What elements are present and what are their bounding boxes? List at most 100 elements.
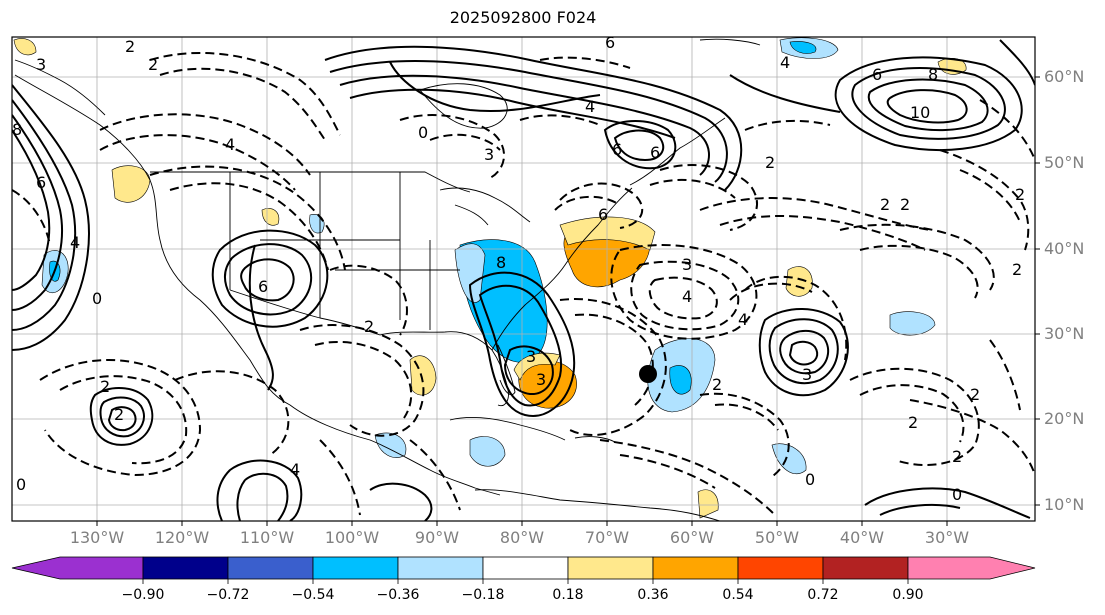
contour-label: 2: [1012, 260, 1022, 279]
contour-label: 8: [928, 65, 938, 84]
contour-label: 2: [970, 385, 980, 404]
contour-label: 2: [1015, 185, 1025, 204]
contour-label: 3: [802, 365, 812, 384]
contour-label: 0: [92, 289, 102, 308]
storm-center-marker: [639, 365, 657, 383]
colorbar-tick-label: −0.18: [461, 587, 505, 603]
contour-label: 4: [780, 53, 790, 72]
contour-label: 6: [258, 277, 268, 296]
lon-label: 30°W: [924, 528, 970, 547]
alaska: [14, 59, 106, 116]
colorbar-segment: [652, 556, 739, 580]
contour-label: 8: [12, 120, 22, 139]
east-coast: [491, 187, 633, 351]
contour-label: 3: [484, 145, 494, 164]
contour-label: 4: [70, 233, 80, 252]
contour-label: 2: [900, 195, 910, 214]
cuba: [449, 417, 566, 441]
greenland: [699, 38, 761, 46]
solid-contours: [12, 39, 1035, 521]
lon-label: 120°W: [154, 528, 210, 547]
colorbar-tick-label: 0.72: [807, 587, 839, 603]
lat-label: 50°N: [1044, 153, 1085, 172]
lon-label: 80°W: [499, 528, 545, 547]
lon-label: 100°W: [324, 528, 380, 547]
lon-label: 130°W: [69, 528, 125, 547]
contour-label: 2: [125, 37, 135, 56]
contour-label: 3: [36, 55, 46, 74]
lat-label: 40°N: [1044, 239, 1085, 258]
colorbar-tick-label: 0.18: [552, 587, 584, 603]
colorbar-segment: [142, 556, 229, 580]
lon-label: 50°W: [754, 528, 800, 547]
colorbar-segment: [567, 556, 654, 580]
florida: [497, 344, 516, 396]
canada-coast: [629, 117, 726, 186]
colorbar-segment: [907, 556, 1036, 580]
colorbar-tick-label: −0.36: [376, 587, 420, 603]
colorbar-segment: [227, 556, 314, 580]
contour-label: 8: [496, 253, 506, 272]
colorbar: [11, 556, 1036, 584]
colorbar-tick-label: −0.72: [206, 587, 250, 603]
colorbar-segment: [737, 556, 824, 580]
colorbar-tick-label: 0.36: [637, 587, 669, 603]
lat-label: 10°N: [1044, 495, 1085, 514]
axis-ticks: [96, 76, 1040, 526]
positive-anomaly-mid-atlantic: [785, 266, 813, 297]
negative-anomaly-caribbean: [374, 432, 407, 458]
lon-label: 40°W: [839, 528, 885, 547]
map-frame: [11, 36, 1036, 522]
colorbar-tick-label: −0.90: [121, 587, 165, 603]
coastlines: [14, 38, 761, 521]
contour-label: 4: [585, 97, 595, 116]
contour-label: 2: [148, 55, 158, 74]
north-america-coast: [14, 74, 501, 496]
contour-label: 4: [290, 460, 300, 479]
graticule: [12, 37, 1035, 521]
dashed-contours: [12, 51, 1035, 516]
south-america-coast: [474, 489, 721, 521]
contour-label: 2: [364, 317, 374, 336]
contour-label: 4: [682, 287, 692, 306]
contour-label: 2: [880, 195, 890, 214]
contour-label: 3: [536, 370, 546, 389]
negative-anomaly-sa: [771, 443, 807, 475]
lat-label: 60°N: [1044, 67, 1085, 86]
contour-label: 10: [910, 103, 930, 122]
contour-label: 6: [605, 33, 615, 52]
contour-label: 2: [100, 377, 110, 396]
contour-label: 2: [908, 413, 918, 432]
contour-label: 4: [738, 310, 748, 329]
lat-label: 30°N: [1044, 324, 1085, 343]
contour-label: 0: [805, 470, 815, 489]
contour-label: 3: [526, 347, 536, 366]
lat-label: 20°N: [1044, 409, 1085, 428]
contour-label: 6: [872, 65, 882, 84]
colorbar-segment: [312, 556, 399, 580]
contour-label: 2: [765, 153, 775, 172]
colorbar-segment: [11, 556, 144, 580]
colorbar-segment: [397, 556, 484, 580]
positive-anomaly-sa-coast: [697, 489, 719, 519]
contour-label: 6: [650, 143, 660, 162]
negative-anomaly-east-atl: [889, 311, 936, 336]
state-lines: [229, 172, 460, 330]
us-canada-border: [150, 171, 471, 193]
contour-label: 2: [952, 447, 962, 466]
contour-labels: 6 2 4 8 6 3 4 2 6 6 4 6 8 10 2 3 6 0 2 4…: [12, 33, 1025, 504]
lon-label: 90°W: [414, 528, 460, 547]
contour-label: 2: [114, 405, 124, 424]
contour-label: 2: [712, 375, 722, 394]
contour-label: 6: [36, 173, 46, 192]
colorbar-segment: [822, 556, 909, 580]
negative-anomaly-east-us-light: [454, 243, 486, 303]
colorbar-tick-label: −0.54: [291, 587, 335, 603]
contour-label: 4: [225, 135, 235, 154]
contour-label: 3: [682, 255, 692, 274]
contour-label: 0: [16, 475, 26, 494]
lon-label: 60°W: [669, 528, 715, 547]
hudson-bay: [419, 83, 508, 129]
positive-anomaly-west: [261, 208, 280, 226]
